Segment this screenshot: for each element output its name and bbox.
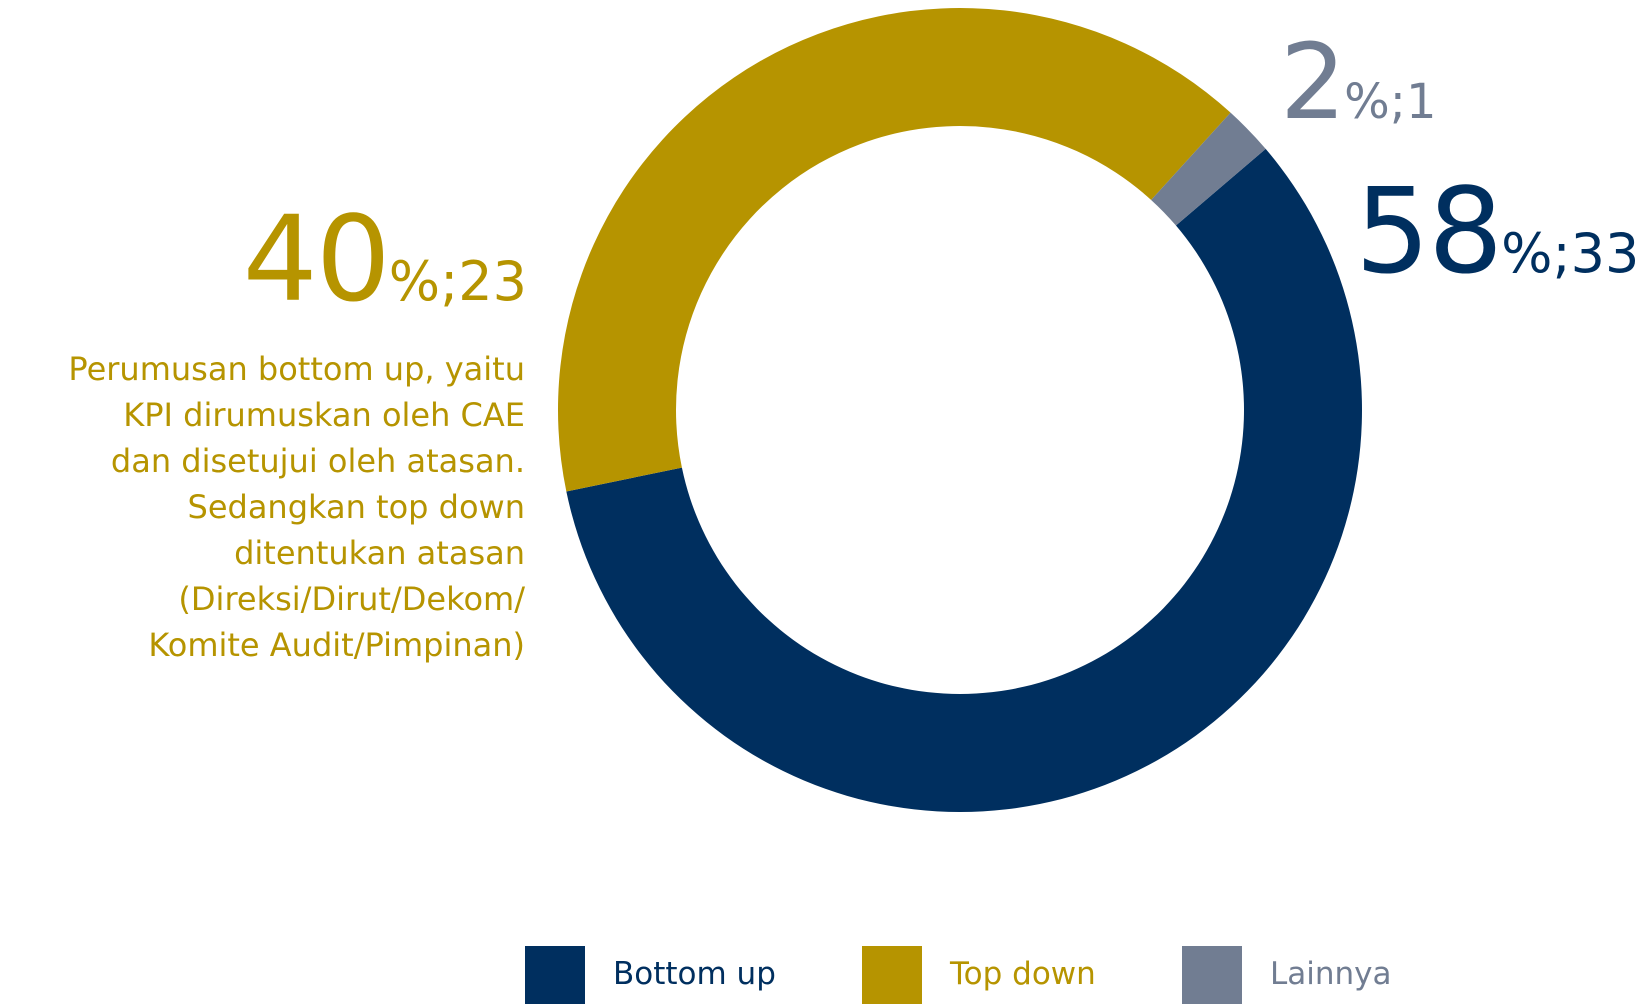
bottom-up-count: %;33 [1501, 222, 1640, 285]
note-line: ditentukan atasan [234, 534, 525, 572]
note-line: (Direksi/Dirut/Dekom/ [178, 580, 525, 618]
note-line: Sedangkan top down [187, 488, 526, 526]
bottom-up-value-label: 58%;33 [1355, 172, 1639, 290]
lainnya-percent: 2 [1280, 21, 1346, 143]
top-down-percent: 40 [242, 190, 391, 328]
donut-slice-lainnya [1151, 112, 1266, 226]
donut-slice-top-down [558, 8, 1231, 492]
legend-label-lainnya: Lainnya [1270, 956, 1392, 992]
legend-label-bottom-up: Bottom up [613, 956, 776, 992]
top-down-value-label: 40%;23 [243, 200, 527, 318]
top-down-count: %;23 [388, 250, 527, 313]
legend-swatch-lainnya [1182, 946, 1242, 1004]
lainnya-count: %;1 [1344, 74, 1437, 130]
note-line: Komite Audit/Pimpinan) [148, 626, 525, 664]
definition-note: Perumusan bottom up, yaitu KPI dirumuska… [5, 346, 525, 668]
lainnya-value-label: 2%;1 [1280, 30, 1437, 134]
bottom-up-percent: 58 [1355, 162, 1503, 300]
donut-slice-bottom-up [566, 148, 1363, 813]
note-line: dan disetujui oleh atasan. [110, 442, 525, 480]
note-line: KPI dirumuskan oleh CAE [123, 396, 525, 434]
legend-label-top-down: Top down [950, 956, 1096, 992]
legend-swatch-bottom-up [525, 946, 585, 1004]
note-line: Perumusan bottom up, yaitu [68, 350, 525, 388]
legend-swatch-top-down [862, 946, 922, 1004]
